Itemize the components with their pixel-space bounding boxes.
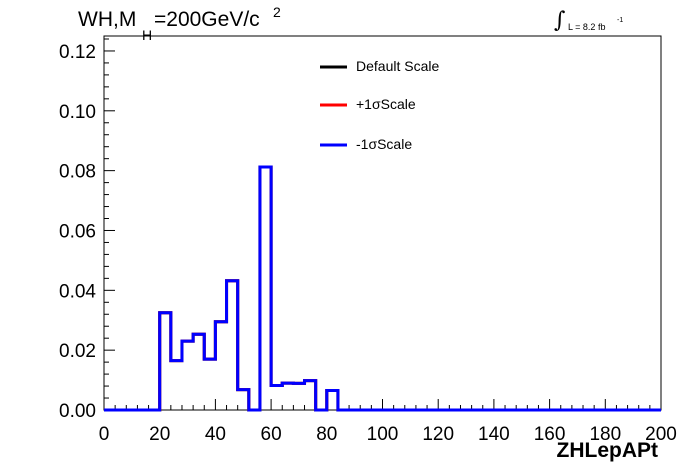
- x-tick-label: 160: [534, 424, 566, 445]
- luminosity-label: L = 8.2 fb: [568, 22, 606, 32]
- chart-title-prefix: WH,M: [78, 8, 137, 31]
- y-tick-label: 0.04: [59, 281, 96, 302]
- series-group: [104, 165, 661, 412]
- y-tick-label: 0.08: [59, 162, 96, 183]
- y-tick-label: 0.02: [59, 341, 96, 362]
- x-tick-label: 60: [261, 424, 282, 445]
- legend-label-2: +1σScale: [356, 96, 416, 112]
- legend: [320, 65, 347, 147]
- x-axis: 0 20 40 60 80 100 120 140 160 180 200: [99, 399, 677, 445]
- y-tick-label: 0.06: [59, 221, 96, 242]
- x-tick-label: 20: [149, 424, 170, 445]
- x-tick-label: 80: [316, 424, 337, 445]
- integral-symbol: ∫: [554, 8, 566, 33]
- chart-title-superscript: 2: [273, 4, 281, 20]
- series-line-1: [104, 165, 661, 412]
- x-tick-label: 200: [645, 424, 677, 445]
- chart-title-subscript: H: [142, 27, 153, 43]
- legend-label-1: Default Scale: [356, 58, 440, 74]
- x-tick-label: 120: [422, 424, 454, 445]
- series-line-2: [104, 165, 661, 412]
- luminosity-superscript: -1: [617, 17, 624, 24]
- x-axis-label: ZHLepAPt: [556, 439, 659, 462]
- x-tick-label: 140: [478, 424, 510, 445]
- y-tick-label: 0.00: [59, 401, 96, 422]
- x-tick-label: 100: [367, 424, 399, 445]
- series-line-3: [104, 165, 661, 412]
- y-tick-label: 0.10: [59, 102, 96, 123]
- x-tick-label: 0: [99, 424, 110, 445]
- plot-frame: [103, 35, 662, 411]
- chart-title-suffix: =200GeV/c: [154, 8, 260, 31]
- y-tick-label: 0.12: [59, 42, 96, 63]
- x-tick-label: 40: [205, 424, 226, 445]
- y-axis: 0.00 0.02 0.04 0.06 0.08 0.10 0.12: [59, 38, 115, 422]
- x-tick-label: 180: [589, 424, 621, 445]
- legend-label-3: -1σScale: [356, 136, 413, 152]
